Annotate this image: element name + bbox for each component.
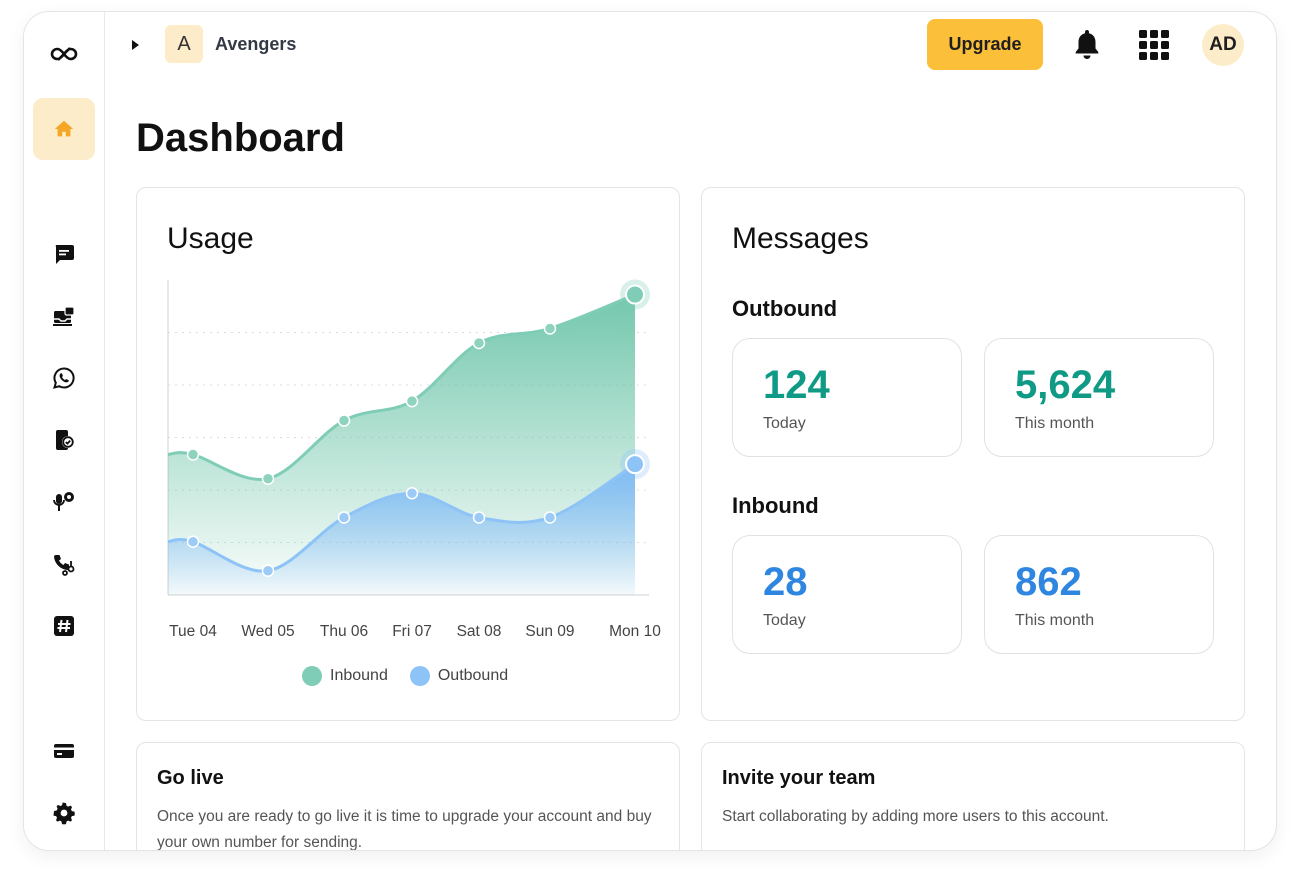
- inbound-point[interactable]: [261, 472, 275, 485]
- outbound-point[interactable]: [186, 535, 200, 548]
- outbound-area: [168, 464, 635, 595]
- legend-outbound-swatch: [409, 666, 430, 686]
- inbound-month-stat[interactable]: 862 This month: [984, 535, 1214, 654]
- usage-chart: Tue 04 Wed 05 Thu 06 Fri 07 Sat 08 Sun 09 Mon …: [167, 279, 661, 640]
- chart-points: [186, 279, 650, 578]
- sidebar-item-verify[interactable]: [48, 424, 80, 456]
- inbound-area: [168, 294, 635, 595]
- go-live-card[interactable]: Go live Once you are ready to go live it…: [136, 742, 680, 851]
- phone-verify-icon: [56, 430, 74, 450]
- inbound-heading: Inbound: [732, 493, 819, 518]
- legend-inbound[interactable]: Inbound: [302, 666, 388, 686]
- hashtag-icon: [54, 616, 74, 636]
- inbound-today-value: 28: [763, 560, 808, 604]
- legend-inbound-swatch: [302, 666, 322, 686]
- usage-card: Usage Tue 04 Wed 05 Thu 06 Fri 07 Sat 08 Sun …: [136, 187, 680, 721]
- inbound-point[interactable]: [405, 394, 419, 408]
- legend-inbound-label: Inbound: [330, 667, 388, 684]
- legend-outbound[interactable]: Outbound: [409, 666, 509, 686]
- user-avatar[interactable]: AD: [1202, 24, 1244, 66]
- logo-icon[interactable]: [48, 38, 80, 70]
- invite-team-card[interactable]: Invite your team Start collaborating by …: [701, 742, 1245, 850]
- sidebar-item-chat[interactable]: [48, 238, 80, 270]
- outbound-point[interactable]: [543, 511, 557, 524]
- notifications-bell-icon[interactable]: [1072, 28, 1102, 60]
- whatsapp-icon: [53, 367, 75, 389]
- home-icon: [54, 120, 74, 137]
- inbound-today-stat[interactable]: 28 Today: [732, 535, 962, 654]
- inbound-point[interactable]: [472, 336, 486, 350]
- sidebar-item-billing[interactable]: [48, 735, 80, 767]
- invite-text: Start collaborating by adding more users…: [722, 808, 1109, 825]
- x-tick-label: Wed 05: [241, 623, 294, 640]
- sidebar-item-voice[interactable]: [48, 486, 80, 518]
- voice-icon: [53, 492, 74, 511]
- sidebar-item-home[interactable]: [33, 98, 95, 160]
- outbound-today-value: 124: [763, 363, 830, 407]
- outbound-point[interactable]: [625, 454, 645, 475]
- sidebar-item-channels[interactable]: [48, 610, 80, 642]
- apps-grid-icon[interactable]: [1138, 29, 1170, 61]
- x-tick-label: Fri 07: [392, 623, 432, 640]
- settings-gear-icon: [53, 802, 75, 825]
- x-tick-label: Thu 06: [320, 623, 368, 640]
- page-title: Dashboard: [136, 116, 345, 160]
- chat-icon: [55, 245, 74, 264]
- inbound-month-label: This month: [1015, 612, 1095, 629]
- inbox-icon: [53, 306, 75, 326]
- call-routing-icon: [54, 555, 75, 576]
- outbound-month-label: This month: [1015, 415, 1095, 432]
- x-tick-label: Mon 10: [609, 623, 661, 640]
- sidebar: [24, 12, 105, 850]
- expand-caret-icon[interactable]: [128, 38, 142, 52]
- x-tick-label: Sat 08: [457, 623, 502, 640]
- outbound-month-value: 5,624: [1015, 363, 1116, 407]
- top-bar: A Avengers Upgrade AD: [104, 12, 1276, 78]
- sidebar-item-inbox[interactable]: [48, 300, 80, 332]
- sidebar-item-whatsapp[interactable]: [48, 362, 80, 394]
- x-tick-label: Tue 04: [169, 623, 217, 640]
- messages-title: Messages: [732, 222, 869, 255]
- workspace-badge[interactable]: A: [165, 25, 203, 63]
- sidebar-item-settings[interactable]: [48, 797, 80, 829]
- usage-title: Usage: [167, 222, 254, 255]
- outbound-point[interactable]: [472, 511, 486, 524]
- inbound-point[interactable]: [543, 322, 557, 335]
- inbound-point[interactable]: [186, 448, 200, 461]
- outbound-heading: Outbound: [732, 296, 838, 321]
- sidebar-item-calls[interactable]: [48, 548, 80, 580]
- legend-outbound-label: Outbound: [437, 667, 509, 684]
- chart-areas: [167, 293, 636, 595]
- inbound-month-value: 862: [1015, 560, 1082, 604]
- invite-title: Invite your team: [722, 767, 876, 789]
- billing-card-icon: [54, 744, 74, 758]
- inbound-point[interactable]: [337, 414, 351, 427]
- outbound-point[interactable]: [337, 511, 351, 524]
- x-tick-label: Sun 09: [525, 623, 574, 640]
- go-live-title: Go live: [157, 767, 224, 789]
- chart-x-labels: Tue 04 Wed 05 Thu 06 Fri 07 Sat 08 Sun 09 Mon …: [169, 623, 661, 640]
- app-window: A Avengers Upgrade AD Dashboard Usage: [23, 11, 1277, 851]
- outbound-month-stat[interactable]: 5,624 This month: [984, 338, 1214, 457]
- workspace-name[interactable]: Avengers: [215, 34, 297, 54]
- outbound-point[interactable]: [405, 486, 419, 500]
- inbound-today-label: Today: [763, 612, 806, 629]
- outbound-point[interactable]: [261, 564, 275, 578]
- go-live-text: Once you are ready to go live it is time…: [157, 808, 652, 851]
- outbound-today-stat[interactable]: 124 Today: [732, 338, 962, 457]
- messages-card: Messages Outbound 124 Today 5,624 This m…: [701, 187, 1245, 721]
- inbound-point[interactable]: [625, 284, 645, 305]
- chart-legend: Inbound Outbound: [302, 666, 508, 686]
- upgrade-button[interactable]: Upgrade: [927, 19, 1043, 70]
- outbound-today-label: Today: [763, 415, 806, 432]
